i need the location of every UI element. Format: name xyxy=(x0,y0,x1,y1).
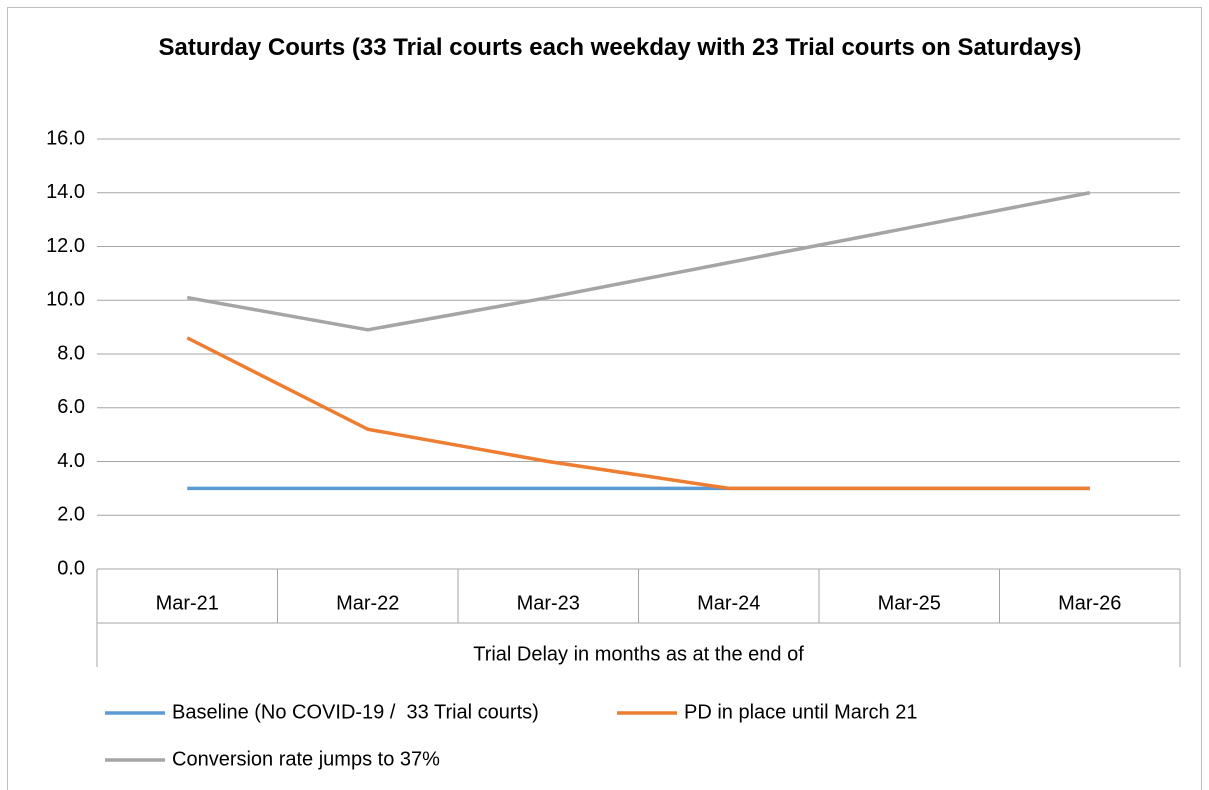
x-tick-label: Mar-22 xyxy=(336,592,399,614)
y-tick-label: 4.0 xyxy=(57,450,85,472)
series-line xyxy=(186,191,1091,332)
y-tick-label: 8.0 xyxy=(57,342,85,364)
legend-label: Conversion rate jumps to 37% xyxy=(172,748,440,770)
chart-title: Saturday Courts (33 Trial courts each we… xyxy=(158,34,1082,61)
legend-label: Baseline (No COVID-19 / 33 Trial courts) xyxy=(172,701,539,723)
y-tick-label: 2.0 xyxy=(57,504,85,526)
y-tick-label: 12.0 xyxy=(46,235,85,257)
x-tick-label: Mar-25 xyxy=(878,592,941,614)
x-tick-label: Mar-21 xyxy=(156,592,219,614)
y-tick-label: 0.0 xyxy=(57,557,85,579)
y-tick-label: 6.0 xyxy=(57,396,85,418)
y-tick-label: 10.0 xyxy=(46,289,85,311)
series-line xyxy=(186,336,1090,491)
x-axis-label: Trial Delay in months as at the end of xyxy=(473,643,804,665)
chart-border xyxy=(7,7,1202,790)
y-tick-label: 14.0 xyxy=(46,181,85,203)
x-tick-label: Mar-23 xyxy=(517,592,580,614)
x-tick-label: Mar-24 xyxy=(697,592,760,614)
legend-label: PD in place until March 21 xyxy=(684,701,917,723)
y-tick-label: 16.0 xyxy=(46,127,85,149)
x-tick-label: Mar-26 xyxy=(1058,592,1121,614)
